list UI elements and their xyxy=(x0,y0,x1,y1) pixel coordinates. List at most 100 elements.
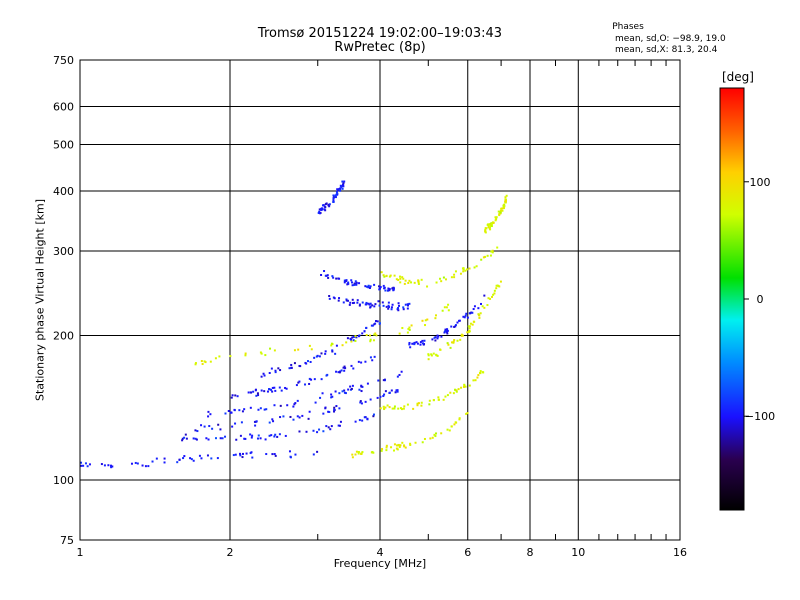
data-point xyxy=(244,354,247,357)
data-point xyxy=(399,444,402,447)
data-point xyxy=(204,361,207,364)
data-point xyxy=(419,343,422,346)
data-point xyxy=(406,303,409,306)
data-point xyxy=(472,320,475,323)
data-point xyxy=(440,280,443,283)
data-point xyxy=(319,396,322,399)
data-point xyxy=(468,384,471,387)
data-point xyxy=(489,254,492,257)
data-point xyxy=(334,390,337,393)
data-point xyxy=(420,401,423,404)
data-point xyxy=(442,276,445,279)
data-point xyxy=(396,390,399,393)
data-point xyxy=(347,388,350,391)
data-point xyxy=(417,282,420,285)
data-point xyxy=(354,280,357,283)
data-point xyxy=(103,464,106,467)
data-point xyxy=(305,430,308,433)
data-point xyxy=(296,399,299,402)
data-point xyxy=(466,412,469,415)
data-point xyxy=(426,318,429,321)
data-point xyxy=(254,389,257,392)
data-point xyxy=(216,457,219,460)
data-point xyxy=(209,360,212,363)
data-point xyxy=(298,416,301,419)
data-point xyxy=(344,367,347,370)
data-point xyxy=(318,428,321,431)
data-point xyxy=(500,207,503,210)
data-point xyxy=(288,450,291,453)
data-point xyxy=(444,395,447,398)
data-point xyxy=(209,413,212,416)
data-point xyxy=(388,275,391,278)
data-point xyxy=(227,410,230,413)
data-point xyxy=(271,390,274,393)
data-point xyxy=(415,341,418,344)
data-point xyxy=(335,370,338,373)
data-point xyxy=(324,407,327,410)
data-point xyxy=(266,390,269,393)
data-point xyxy=(390,446,393,449)
data-point xyxy=(433,336,436,339)
data-point xyxy=(445,306,448,309)
data-point xyxy=(413,343,416,346)
data-point xyxy=(330,344,333,347)
data-point xyxy=(352,335,355,338)
data-point xyxy=(141,464,144,467)
data-point xyxy=(284,434,287,437)
data-point xyxy=(421,342,424,345)
data-point xyxy=(358,419,361,422)
data-point xyxy=(218,355,221,358)
data-point xyxy=(270,434,273,437)
data-point xyxy=(352,339,355,342)
data-point xyxy=(373,323,376,326)
data-point xyxy=(333,297,336,300)
data-point xyxy=(504,198,507,201)
data-point xyxy=(374,332,377,335)
data-point xyxy=(404,446,407,449)
data-point xyxy=(444,278,447,281)
data-point xyxy=(388,406,391,409)
data-point xyxy=(351,298,354,301)
colorbar-tick-label: 0 xyxy=(757,293,764,306)
data-point xyxy=(335,190,338,193)
data-point xyxy=(454,324,457,327)
phases-stats-title: Phases xyxy=(612,22,644,32)
data-point xyxy=(338,407,341,410)
data-point xyxy=(217,423,220,426)
data-point xyxy=(395,278,398,281)
data-point xyxy=(257,408,260,411)
data-point xyxy=(378,285,381,288)
data-point xyxy=(464,314,467,317)
data-point xyxy=(253,420,256,423)
data-point xyxy=(484,228,487,231)
data-point xyxy=(260,375,263,378)
data-point xyxy=(294,402,297,405)
data-point xyxy=(408,326,411,329)
data-point xyxy=(386,404,389,407)
data-point xyxy=(466,331,469,334)
data-point xyxy=(454,325,457,328)
data-point xyxy=(243,437,246,440)
data-point xyxy=(493,289,496,292)
data-point xyxy=(416,403,419,406)
data-point xyxy=(490,250,493,253)
data-point xyxy=(350,338,353,341)
data-point xyxy=(203,360,206,363)
data-point xyxy=(391,407,394,410)
data-point xyxy=(342,366,345,369)
data-point xyxy=(263,374,266,377)
x-tick-label: 2 xyxy=(227,546,234,559)
data-point xyxy=(402,308,405,311)
data-point xyxy=(459,272,462,275)
data-point xyxy=(495,216,498,219)
data-point xyxy=(383,393,386,396)
data-point xyxy=(423,437,426,440)
data-point xyxy=(442,398,445,401)
data-point xyxy=(452,340,455,343)
data-point xyxy=(361,419,364,422)
data-point xyxy=(256,392,259,395)
data-point xyxy=(392,288,395,291)
data-point xyxy=(417,280,420,283)
